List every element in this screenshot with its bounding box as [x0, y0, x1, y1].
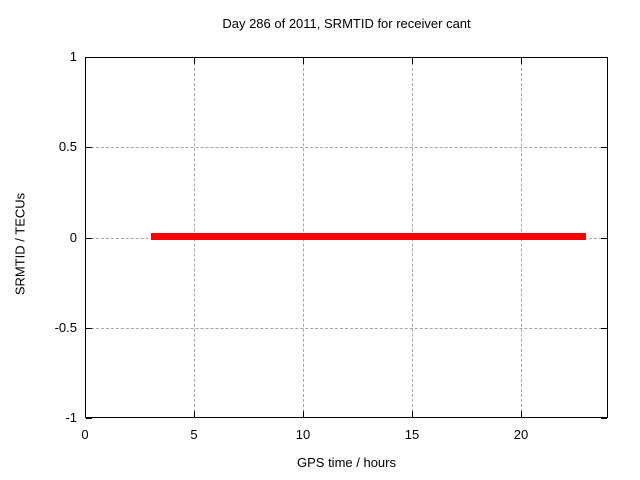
y-tick-mark-left [86, 418, 92, 419]
x-tick-mark-bottom [412, 411, 413, 417]
x-axis-label: GPS time / hours [297, 455, 396, 470]
y-tick-mark-left [86, 238, 92, 239]
x-tick-label: 0 [81, 427, 89, 442]
x-tick-mark-bottom [521, 411, 522, 417]
x-tick-label: 5 [190, 427, 198, 442]
x-tick-mark-bottom [194, 411, 195, 417]
y-tick-mark-left [86, 147, 92, 148]
y-tick-mark-right [601, 328, 607, 329]
x-tick-mark-top [85, 58, 86, 64]
series-line [151, 233, 586, 240]
y-tick-label: 0.5 [58, 139, 77, 154]
y-tick-mark-left [86, 57, 92, 58]
x-tick-mark-bottom [303, 411, 304, 417]
y-tick-label: 0 [69, 230, 77, 245]
y-tick-mark-right [601, 57, 607, 58]
y-tick-mark-right [601, 418, 607, 419]
y-tick-label: -1 [65, 410, 77, 425]
x-tick-mark-top [303, 58, 304, 64]
chart-title: Day 286 of 2011, SRMTID for receiver can… [222, 16, 471, 31]
x-tick-mark-top [521, 58, 522, 64]
y-tick-mark-right [601, 238, 607, 239]
x-tick-mark-top [412, 58, 413, 64]
y-gridline [86, 328, 607, 329]
x-tick-mark-top [194, 58, 195, 64]
y-tick-mark-right [601, 147, 607, 148]
y-tick-label: -0.5 [54, 320, 77, 335]
y-tick-label: 1 [69, 49, 77, 64]
x-tick-label: 10 [295, 427, 311, 442]
x-tick-mark-bottom [85, 411, 86, 417]
x-tick-label: 15 [404, 427, 420, 442]
y-tick-mark-left [86, 328, 92, 329]
x-tick-label: 20 [513, 427, 529, 442]
y-gridline [86, 147, 607, 148]
